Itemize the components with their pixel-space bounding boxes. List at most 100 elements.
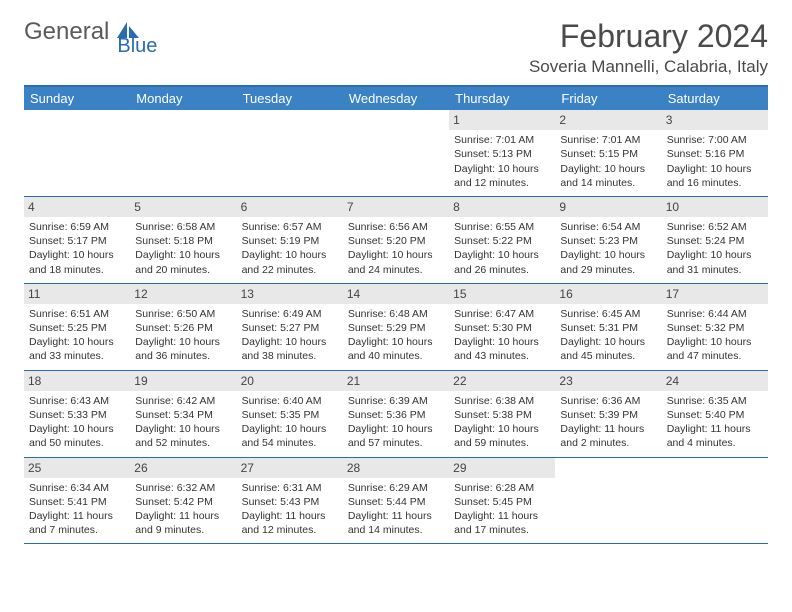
day-cell: 15Sunrise: 6:47 AMSunset: 5:30 PMDayligh…: [449, 284, 555, 370]
daylight-text: Daylight: 10 hours: [135, 248, 231, 262]
day-number: 6: [237, 197, 343, 217]
daylight-text: and 17 minutes.: [454, 523, 550, 537]
day-cell: 4Sunrise: 6:59 AMSunset: 5:17 PMDaylight…: [24, 197, 130, 283]
sunset-text: Sunset: 5:19 PM: [242, 234, 338, 248]
daylight-text: and 14 minutes.: [560, 176, 656, 190]
day-cell: 14Sunrise: 6:48 AMSunset: 5:29 PMDayligh…: [343, 284, 449, 370]
daylight-text: Daylight: 11 hours: [242, 509, 338, 523]
sunset-text: Sunset: 5:24 PM: [667, 234, 763, 248]
logo: General Blue: [24, 18, 185, 46]
sunrise-text: Sunrise: 6:34 AM: [29, 481, 125, 495]
daylight-text: Daylight: 10 hours: [667, 248, 763, 262]
day-cell: 26Sunrise: 6:32 AMSunset: 5:42 PMDayligh…: [130, 458, 236, 544]
day-cell: 18Sunrise: 6:43 AMSunset: 5:33 PMDayligh…: [24, 371, 130, 457]
sunrise-text: Sunrise: 6:51 AM: [29, 307, 125, 321]
day-number: 28: [343, 458, 449, 478]
sunset-text: Sunset: 5:42 PM: [135, 495, 231, 509]
day-number: 14: [343, 284, 449, 304]
week-row: 18Sunrise: 6:43 AMSunset: 5:33 PMDayligh…: [24, 371, 768, 458]
daylight-text: Daylight: 10 hours: [29, 422, 125, 436]
sunrise-text: Sunrise: 6:29 AM: [348, 481, 444, 495]
day-cell: 8Sunrise: 6:55 AMSunset: 5:22 PMDaylight…: [449, 197, 555, 283]
day-number: 15: [449, 284, 555, 304]
day-cell: [555, 458, 661, 544]
daylight-text: Daylight: 11 hours: [454, 509, 550, 523]
weekday-header: Saturday: [662, 87, 768, 110]
day-number: 12: [130, 284, 236, 304]
day-cell: 22Sunrise: 6:38 AMSunset: 5:38 PMDayligh…: [449, 371, 555, 457]
day-number: 4: [24, 197, 130, 217]
sunrise-text: Sunrise: 6:56 AM: [348, 220, 444, 234]
title-block: February 2024 Soveria Mannelli, Calabria…: [529, 18, 768, 77]
day-cell: 9Sunrise: 6:54 AMSunset: 5:23 PMDaylight…: [555, 197, 661, 283]
day-number: 23: [555, 371, 661, 391]
sunrise-text: Sunrise: 6:59 AM: [29, 220, 125, 234]
sunset-text: Sunset: 5:22 PM: [454, 234, 550, 248]
day-cell: 13Sunrise: 6:49 AMSunset: 5:27 PMDayligh…: [237, 284, 343, 370]
sunset-text: Sunset: 5:25 PM: [29, 321, 125, 335]
daylight-text: Daylight: 10 hours: [29, 248, 125, 262]
day-number: 5: [130, 197, 236, 217]
day-cell: 23Sunrise: 6:36 AMSunset: 5:39 PMDayligh…: [555, 371, 661, 457]
daylight-text: Daylight: 10 hours: [560, 162, 656, 176]
day-cell: 29Sunrise: 6:28 AMSunset: 5:45 PMDayligh…: [449, 458, 555, 544]
daylight-text: Daylight: 11 hours: [560, 422, 656, 436]
sunset-text: Sunset: 5:35 PM: [242, 408, 338, 422]
daylight-text: and 59 minutes.: [454, 436, 550, 450]
sunset-text: Sunset: 5:30 PM: [454, 321, 550, 335]
day-cell: 19Sunrise: 6:42 AMSunset: 5:34 PMDayligh…: [130, 371, 236, 457]
week-row: 11Sunrise: 6:51 AMSunset: 5:25 PMDayligh…: [24, 284, 768, 371]
sunrise-text: Sunrise: 6:32 AM: [135, 481, 231, 495]
month-title: February 2024: [529, 18, 768, 55]
daylight-text: Daylight: 10 hours: [348, 248, 444, 262]
sunrise-text: Sunrise: 6:43 AM: [29, 394, 125, 408]
sunset-text: Sunset: 5:41 PM: [29, 495, 125, 509]
daylight-text: Daylight: 10 hours: [242, 422, 338, 436]
day-number: 22: [449, 371, 555, 391]
day-number: 13: [237, 284, 343, 304]
daylight-text: and 7 minutes.: [29, 523, 125, 537]
day-number: 7: [343, 197, 449, 217]
daylight-text: Daylight: 10 hours: [242, 335, 338, 349]
day-number: 18: [24, 371, 130, 391]
sunset-text: Sunset: 5:23 PM: [560, 234, 656, 248]
daylight-text: Daylight: 10 hours: [454, 162, 550, 176]
sunrise-text: Sunrise: 6:48 AM: [348, 307, 444, 321]
daylight-text: and 54 minutes.: [242, 436, 338, 450]
day-number: 10: [662, 197, 768, 217]
sunset-text: Sunset: 5:29 PM: [348, 321, 444, 335]
daylight-text: and 18 minutes.: [29, 263, 125, 277]
daylight-text: and 33 minutes.: [29, 349, 125, 363]
sunset-text: Sunset: 5:36 PM: [348, 408, 444, 422]
daylight-text: and 52 minutes.: [135, 436, 231, 450]
day-cell: 6Sunrise: 6:57 AMSunset: 5:19 PMDaylight…: [237, 197, 343, 283]
daylight-text: and 20 minutes.: [135, 263, 231, 277]
sunset-text: Sunset: 5:16 PM: [667, 147, 763, 161]
sunset-text: Sunset: 5:40 PM: [667, 408, 763, 422]
sunrise-text: Sunrise: 7:00 AM: [667, 133, 763, 147]
week-row: 4Sunrise: 6:59 AMSunset: 5:17 PMDaylight…: [24, 197, 768, 284]
daylight-text: and 29 minutes.: [560, 263, 656, 277]
sunset-text: Sunset: 5:31 PM: [560, 321, 656, 335]
day-cell: 20Sunrise: 6:40 AMSunset: 5:35 PMDayligh…: [237, 371, 343, 457]
sunrise-text: Sunrise: 6:39 AM: [348, 394, 444, 408]
sunset-text: Sunset: 5:45 PM: [454, 495, 550, 509]
day-number: 8: [449, 197, 555, 217]
day-cell: 11Sunrise: 6:51 AMSunset: 5:25 PMDayligh…: [24, 284, 130, 370]
sunrise-text: Sunrise: 6:31 AM: [242, 481, 338, 495]
weekday-header-row: Sunday Monday Tuesday Wednesday Thursday…: [24, 87, 768, 110]
daylight-text: Daylight: 10 hours: [135, 335, 231, 349]
weekday-header: Thursday: [449, 87, 555, 110]
day-number: 26: [130, 458, 236, 478]
week-row: 1Sunrise: 7:01 AMSunset: 5:13 PMDaylight…: [24, 110, 768, 197]
sunset-text: Sunset: 5:32 PM: [667, 321, 763, 335]
weekday-header: Tuesday: [237, 87, 343, 110]
weekday-header: Wednesday: [343, 87, 449, 110]
sunset-text: Sunset: 5:38 PM: [454, 408, 550, 422]
daylight-text: and 16 minutes.: [667, 176, 763, 190]
day-cell: 25Sunrise: 6:34 AMSunset: 5:41 PMDayligh…: [24, 458, 130, 544]
daylight-text: and 47 minutes.: [667, 349, 763, 363]
day-number: 9: [555, 197, 661, 217]
day-cell: 24Sunrise: 6:35 AMSunset: 5:40 PMDayligh…: [662, 371, 768, 457]
day-cell: 5Sunrise: 6:58 AMSunset: 5:18 PMDaylight…: [130, 197, 236, 283]
